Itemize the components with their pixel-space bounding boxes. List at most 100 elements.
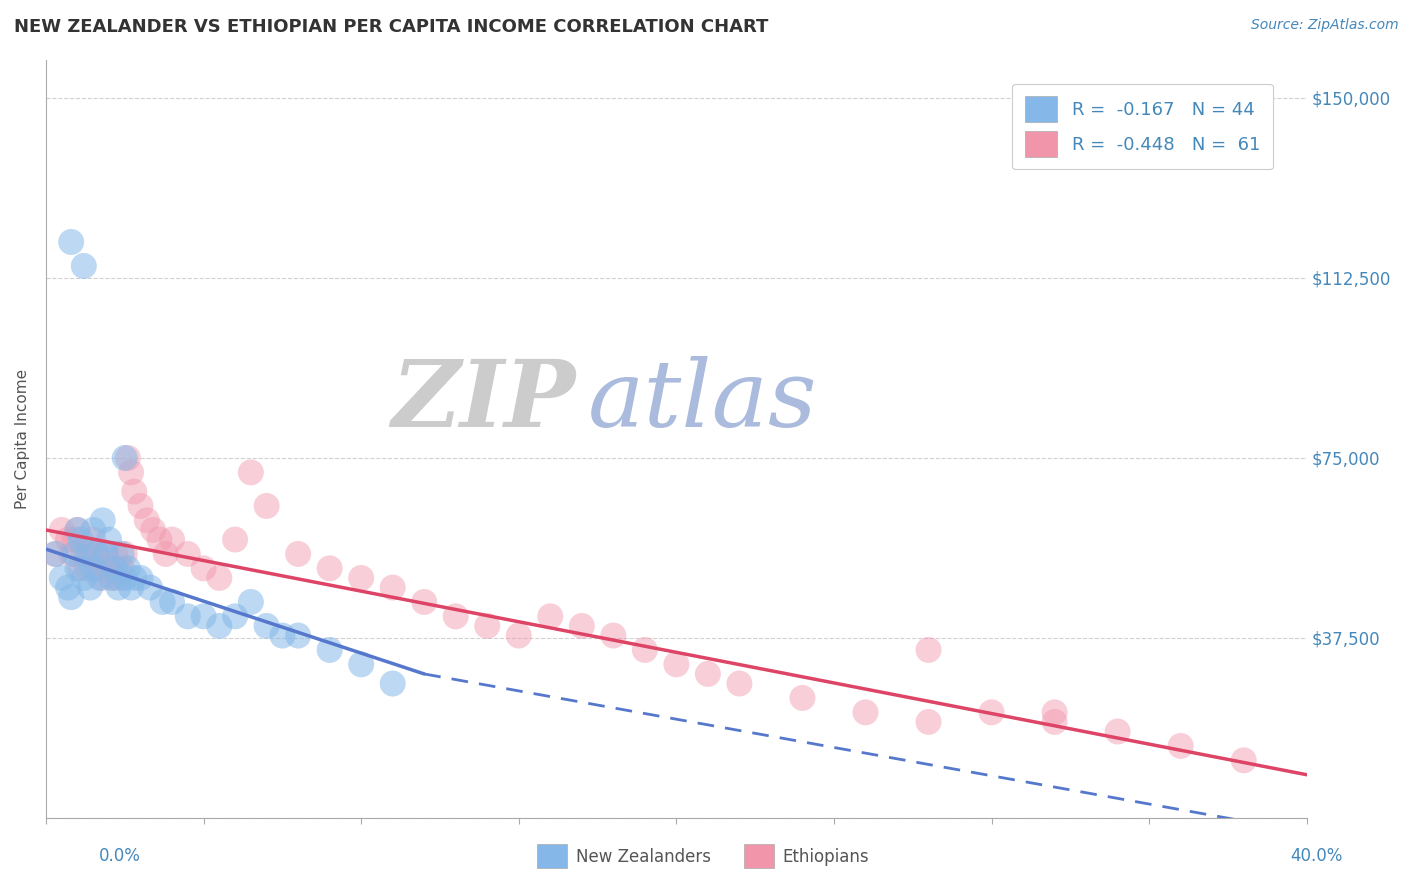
Point — [101, 571, 124, 585]
Point — [104, 561, 127, 575]
Text: Source: ZipAtlas.com: Source: ZipAtlas.com — [1251, 18, 1399, 32]
Point — [1043, 706, 1066, 720]
Point — [571, 619, 593, 633]
Point — [1170, 739, 1192, 753]
Point — [287, 628, 309, 642]
Point — [139, 581, 162, 595]
Point — [665, 657, 688, 672]
Point — [69, 533, 91, 547]
Point — [208, 619, 231, 633]
Point — [413, 595, 436, 609]
Point — [82, 561, 104, 575]
Point — [51, 523, 73, 537]
Point — [44, 547, 66, 561]
Point — [122, 571, 145, 585]
Point — [89, 571, 111, 585]
Point — [111, 561, 134, 575]
Point — [318, 561, 340, 575]
Point — [538, 609, 561, 624]
Point — [444, 609, 467, 624]
Legend: R =  -0.167   N = 44, R =  -0.448   N =  61: R = -0.167 N = 44, R = -0.448 N = 61 — [1012, 84, 1272, 169]
Point — [917, 643, 939, 657]
Point — [56, 533, 79, 547]
Point — [256, 619, 278, 633]
Point — [73, 571, 96, 585]
Point — [76, 561, 98, 575]
Point — [76, 547, 98, 561]
Point — [114, 450, 136, 465]
Point — [79, 547, 101, 561]
Point — [73, 547, 96, 561]
Point — [148, 533, 170, 547]
Point — [135, 513, 157, 527]
Point — [792, 690, 814, 705]
Point — [82, 523, 104, 537]
Point — [114, 571, 136, 585]
Point — [98, 533, 121, 547]
Point — [728, 676, 751, 690]
Point — [177, 547, 200, 561]
Point — [980, 706, 1002, 720]
Point — [152, 595, 174, 609]
Point — [160, 533, 183, 547]
Point — [66, 523, 89, 537]
Point — [101, 571, 124, 585]
Point — [1107, 724, 1129, 739]
Point — [142, 523, 165, 537]
Point — [107, 571, 129, 585]
Point — [634, 643, 657, 657]
Point — [208, 571, 231, 585]
Point — [117, 561, 139, 575]
Point — [63, 533, 86, 547]
Text: 0.0%: 0.0% — [98, 847, 141, 865]
Point — [1043, 714, 1066, 729]
Point — [381, 581, 404, 595]
Point — [114, 547, 136, 561]
Point — [224, 609, 246, 624]
Point — [160, 595, 183, 609]
Point — [129, 499, 152, 513]
Point — [287, 547, 309, 561]
Point — [224, 533, 246, 547]
Point — [51, 571, 73, 585]
Point — [79, 581, 101, 595]
Point — [98, 561, 121, 575]
Point — [271, 628, 294, 642]
Point — [239, 595, 262, 609]
Point — [86, 547, 108, 561]
Point — [63, 547, 86, 561]
Point — [69, 561, 91, 575]
Text: ZIP: ZIP — [391, 356, 575, 446]
Point — [129, 571, 152, 585]
Point — [239, 466, 262, 480]
Point — [91, 571, 114, 585]
Point — [855, 706, 877, 720]
Point — [94, 547, 117, 561]
Point — [122, 484, 145, 499]
Point — [91, 513, 114, 527]
Point — [508, 628, 530, 642]
Point — [111, 547, 134, 561]
Point — [66, 523, 89, 537]
Point — [256, 499, 278, 513]
Point — [82, 533, 104, 547]
Point — [696, 667, 718, 681]
Point — [177, 609, 200, 624]
Point — [107, 581, 129, 595]
Point — [917, 714, 939, 729]
Point — [94, 547, 117, 561]
Point — [104, 547, 127, 561]
Point — [193, 561, 215, 575]
Text: atlas: atlas — [588, 356, 818, 446]
Point — [120, 466, 142, 480]
Point — [120, 581, 142, 595]
Point — [117, 450, 139, 465]
Point — [66, 561, 89, 575]
Point — [86, 547, 108, 561]
Point — [44, 547, 66, 561]
Point — [350, 657, 373, 672]
Text: NEW ZEALANDER VS ETHIOPIAN PER CAPITA INCOME CORRELATION CHART: NEW ZEALANDER VS ETHIOPIAN PER CAPITA IN… — [14, 18, 769, 36]
Point — [60, 547, 83, 561]
Y-axis label: Per Capita Income: Per Capita Income — [15, 368, 30, 508]
Point — [60, 235, 83, 249]
